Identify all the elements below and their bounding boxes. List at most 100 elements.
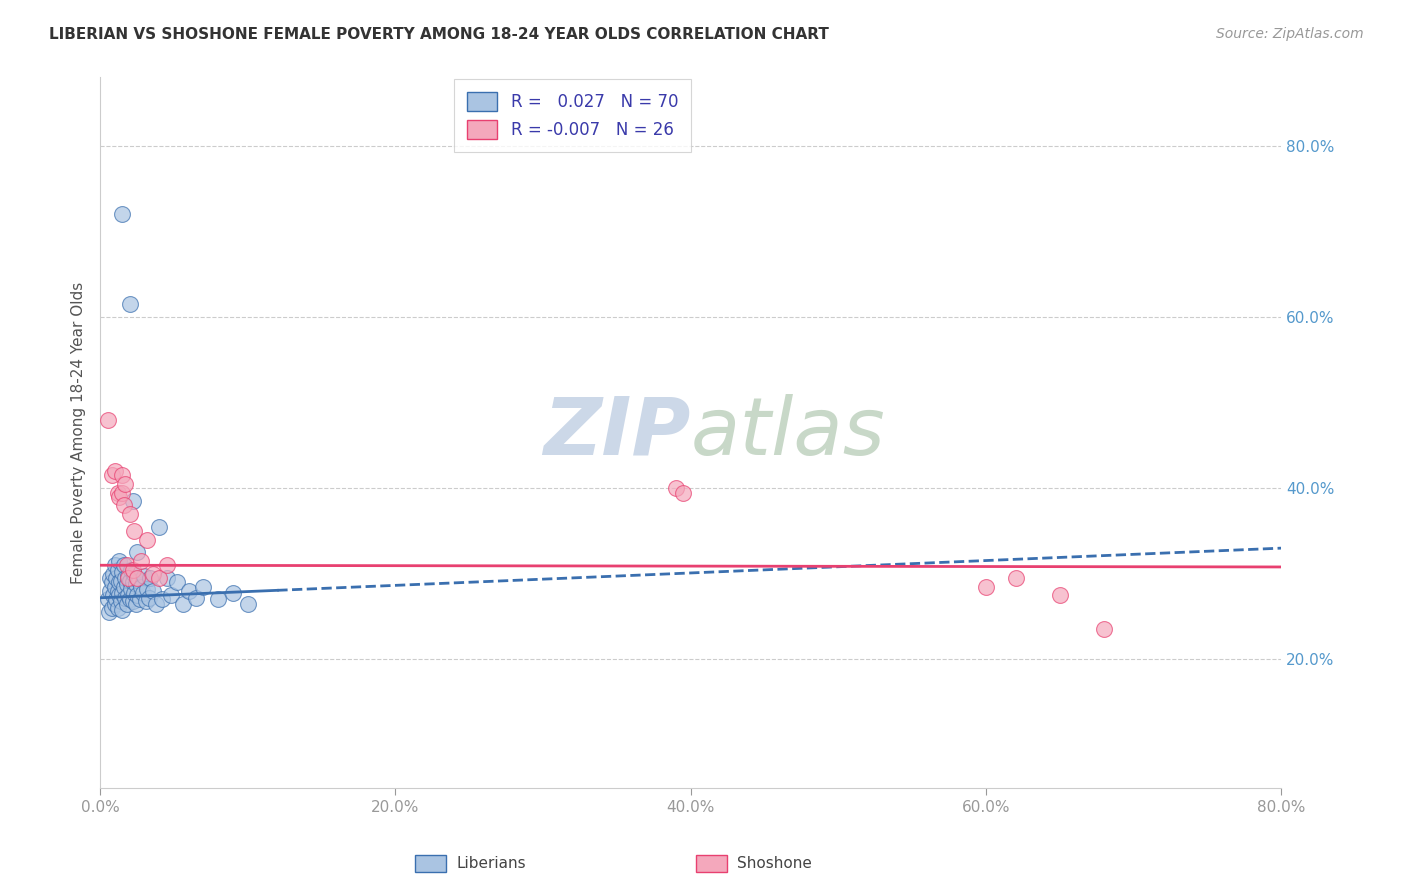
Point [145,597,167,611]
Point [672,485,695,500]
Point [101,468,124,483]
Point [1049,588,1071,602]
Point [142,566,165,581]
Point [120,582,142,597]
Point [101,601,124,615]
Point [114,591,136,605]
Point [193,580,215,594]
Point [112,499,135,513]
Point [115,597,138,611]
Point [108,588,131,602]
Point [121,594,143,608]
Point [122,566,145,581]
Point [131,580,153,594]
Point [125,545,148,559]
Point [125,588,148,602]
Point [121,575,143,590]
Point [166,575,188,590]
Text: LIBERIAN VS SHOSHONE FEMALE POVERTY AMONG 18-24 YEAR OLDS CORRELATION CHART: LIBERIAN VS SHOSHONE FEMALE POVERTY AMON… [49,27,830,42]
Point [121,562,143,576]
Point [104,464,127,478]
Point [148,571,170,585]
Point [96,413,118,427]
Point [155,571,177,585]
Point [136,533,159,547]
Point [118,592,141,607]
Point [104,580,127,594]
Point [118,297,141,311]
Text: Liberians: Liberians [457,856,527,871]
Point [129,592,152,607]
Point [974,580,997,594]
Point [117,568,139,582]
Y-axis label: Female Poverty Among 18-24 Year Olds: Female Poverty Among 18-24 Year Olds [72,282,86,583]
Point [142,583,165,598]
Point [177,583,200,598]
Point [1004,571,1026,585]
Point [121,494,143,508]
Point [108,554,131,568]
Point [96,592,118,607]
Point [160,588,183,602]
Point [103,566,125,581]
Point [138,591,160,605]
Point [103,588,125,602]
Point [107,485,129,500]
Point [117,571,139,585]
Point [100,571,122,585]
Point [114,477,136,491]
Legend: R =   0.027   N = 70, R = -0.007   N = 26: R = 0.027 N = 70, R = -0.007 N = 26 [454,78,692,153]
Point [128,574,150,588]
Point [98,605,121,619]
Point [108,575,131,590]
Point [122,585,145,599]
Point [155,558,177,573]
Point [104,558,127,573]
Point [117,588,139,602]
Point [115,577,138,591]
Point [131,554,153,568]
Point [150,592,173,607]
Point [139,571,162,585]
Point [110,594,132,608]
Point [112,580,135,594]
Point [132,585,155,599]
Point [124,597,146,611]
Point [134,568,156,582]
Point [118,507,141,521]
Point [124,577,146,591]
Point [665,481,688,495]
Point [111,585,134,599]
Point [111,468,134,483]
Point [135,594,157,608]
Point [100,583,122,598]
Point [125,571,148,585]
Point [108,490,131,504]
Point [107,601,129,615]
Point [1092,623,1115,637]
Point [120,562,142,576]
Point [112,558,135,573]
Point [184,591,207,605]
Point [236,597,259,611]
Point [107,562,129,576]
Point [136,582,159,597]
Point [114,571,136,585]
Text: atlas: atlas [690,393,886,472]
Point [111,565,134,579]
Text: Source: ZipAtlas.com: Source: ZipAtlas.com [1216,27,1364,41]
Point [111,603,134,617]
Text: Shoshone: Shoshone [737,856,811,871]
Point [105,571,128,585]
Point [172,597,194,611]
Point [110,574,132,588]
Point [107,583,129,598]
Point [115,558,138,573]
Point [111,485,134,500]
Point [118,574,141,588]
Point [104,597,127,611]
Point [122,524,145,538]
Point [101,575,124,590]
Point [105,592,128,607]
Text: ZIP: ZIP [543,393,690,472]
